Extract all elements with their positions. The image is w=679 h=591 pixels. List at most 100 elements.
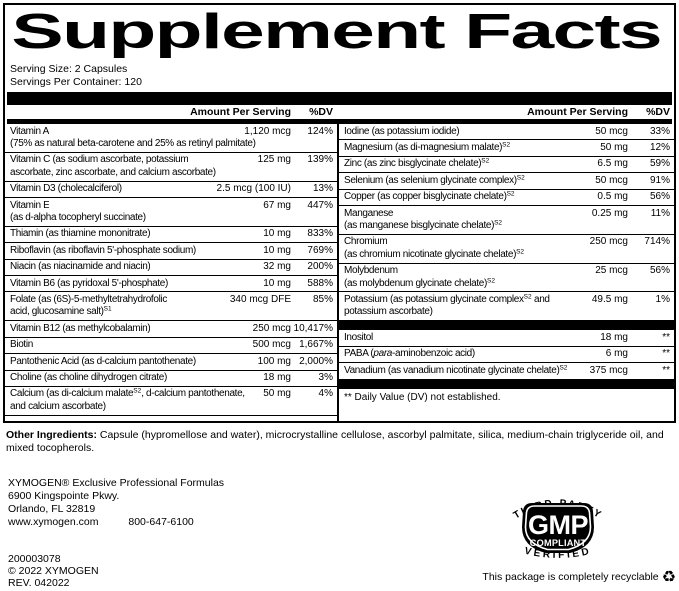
nutrient-amount: 32 mg (263, 261, 291, 273)
serving-info: Serving Size: 2 Capsules Servings Per Co… (5, 58, 674, 89)
nutrient-dv: 1% (655, 293, 670, 305)
nutrient-amount: 49.5 mg (591, 293, 628, 305)
table-row: Vanadium (as vanadium nicotinate glycina… (339, 363, 674, 380)
nutrient-name-line2: and calcium ascorbate) (10, 400, 106, 412)
nutrient-name: Folate (as (6S)-5-methyltetrahydrofolic (10, 293, 167, 305)
amount-per-serving-header: Amount Per Serving (527, 106, 628, 118)
table-header: Amount Per Serving %DV Amount Per Servin… (5, 105, 674, 119)
nutrient-dv: 10,417% (293, 322, 333, 334)
divider-bar-thin (7, 119, 672, 124)
company-name: XYMOGEN® Exclusive Professional Formulas (8, 477, 225, 489)
nutrient-amount: 0.25 mg (591, 207, 628, 219)
nutrient-dv: 33% (649, 125, 670, 137)
nutrient-dv: 833% (307, 228, 333, 240)
nutrient-amount: 500 mcg (252, 339, 291, 351)
nutrient-name: Biotin (10, 339, 33, 351)
nutrient-dv: 13% (312, 183, 333, 195)
table-row: Potassium (as potassium glycinate comple… (339, 292, 674, 322)
nutrient-amount: 10 mg (263, 277, 291, 289)
table-row: Vitamin E 67 mg 447% (as d-alpha tocopheryl… (5, 198, 337, 227)
nutrient-amount: 0.5 mg (597, 191, 628, 203)
nutrient-amount: 10 mg (263, 228, 291, 240)
product-codes-block: 200003078 © 2022 XYMOGEN REV. 042022 (8, 553, 99, 590)
nutrient-amount: 2.5 mcg (100 IU) (216, 183, 291, 195)
nutrient-amount: 18 mg (263, 372, 291, 383)
nutrient-dv: 769% (307, 244, 333, 256)
nutrient-name: Riboflavin (as riboflavin 5'-phosphate s… (10, 244, 196, 256)
nutrient-name: Vitamin C (as sodium ascorbate, potassiu… (10, 154, 189, 166)
other-ingredients: Other Ingredients: Capsule (hypromellose… (6, 429, 673, 455)
nutrient-amount: 67 mg (263, 199, 291, 211)
nutrient-name-line2: (as chromium nicotinate glycinate chelat… (344, 248, 525, 260)
nutrient-dv: ** (662, 331, 670, 343)
nutrient-name: Zinc (as zinc bisglycinate chelate)S2 (344, 158, 490, 170)
nutrient-amount: 50 mcg (595, 174, 628, 186)
company-city: Orlando, FL 32819 (8, 502, 96, 515)
gmp-seal-graphic: THIRD-PARTY GMP COMPLIANT VERIFIED (512, 498, 603, 561)
column-divider (337, 124, 339, 421)
table-row: Manganese 0.25 mg 11% (as manganese bisglyc… (339, 206, 674, 235)
seal-arc-bottom-text: VERIFIED (523, 546, 590, 561)
table-row: Niacin (as niacinamide and niacin) 32 mg 2… (5, 260, 337, 277)
nutrient-amount: 125 mg (257, 154, 291, 166)
gmp-compliant-seal: THIRD-PARTY GMP COMPLIANT VERIFIED (494, 485, 622, 569)
nutrient-amount: 50 mg (263, 388, 291, 400)
nutrient-dv: 2,000% (299, 355, 333, 367)
nutrient-name: Selenium (as selenium glycinate complex)… (344, 174, 525, 186)
company-phone: 800-647-6100 (128, 515, 194, 528)
nutrient-name: Potassium (as potassium glycinate comple… (344, 293, 550, 305)
table-row: Vitamin A 1,120 mcg 124% (75% as natural be… (5, 124, 337, 153)
nutrient-name: Vitamin D3 (cholecalciferol) (10, 183, 122, 195)
nutrient-name: Niacin (as niacinamide and niacin) (10, 261, 151, 273)
nutrient-dv: 139% (307, 154, 333, 166)
nutrient-name: Inositol (344, 331, 373, 343)
nutrient-name-line2: potassium ascorbate) (344, 306, 433, 318)
dv-header: %DV (309, 106, 333, 118)
table-row: Selenium (as selenium glycinate complex)… (339, 173, 674, 190)
item-number: 200003078 (8, 553, 61, 565)
nutrient-amount: 340 mcg DFE (229, 293, 291, 305)
nutrient-name: Molybdenum (344, 265, 398, 277)
other-ingredients-label: Other Ingredients: (6, 429, 98, 441)
nutrient-amount: 18 mg (600, 331, 628, 343)
nutrient-name: Vitamin B6 (as pyridoxal 5'-phosphate) (10, 277, 168, 289)
nutrient-dv: 1,667% (299, 339, 333, 351)
svg-text:VERIFIED: VERIFIED (523, 546, 592, 561)
nutrient-name: Manganese (344, 207, 394, 219)
table-header-right: Amount Per Serving %DV (337, 106, 674, 119)
nutrient-dv: 85% (312, 293, 333, 305)
nutrient-name-line2: (as manganese bisglycinate chelate)S2 (344, 219, 503, 231)
table-row: Thiamin (as thiamine mononitrate) 10 mg 83… (5, 227, 337, 244)
company-street: 6900 Kingspointe Pkwy. (8, 489, 120, 502)
recyclable-note: This package is completely recyclable ♻ (482, 569, 676, 585)
amount-per-serving-header: Amount Per Serving (190, 106, 291, 118)
nutrient-dv: 3% (318, 372, 333, 383)
table-row: Riboflavin (as riboflavin 5'-phosphate s… (5, 243, 337, 260)
nutrient-amount: 25 mcg (595, 265, 628, 277)
supplement-facts-panel: Supplement Facts Serving Size: 2 Capsule… (3, 3, 676, 423)
table-row: Pantothenic Acid (as d-calcium pantothen… (5, 354, 337, 371)
nutrient-dv: 12% (649, 141, 670, 153)
divider-bar-thick (7, 92, 672, 105)
nutrient-amount: 250 mcg (589, 236, 628, 248)
table-row: Iodine (as potassium iodide) 50 mcg 33% (339, 124, 674, 141)
nutrient-name: Pantothenic Acid (as d-calcium pantothen… (10, 355, 196, 367)
nutrient-dv: 11% (650, 207, 670, 219)
nutrient-dv: 56% (649, 265, 670, 277)
nutrient-name: PABA (para-aminobenzoic acid) (344, 348, 475, 360)
table-row: Folate (as (6S)-5-methyltetrahydrofolic 3… (5, 292, 337, 322)
recyclable-text: This package is completely recyclable (482, 570, 659, 583)
seal-shield-shape (522, 503, 594, 553)
nutrient-name-line2: (75% as natural beta-carotene and 25% as… (10, 137, 256, 149)
nutrient-dv: 56% (649, 191, 670, 203)
table-row: Vitamin B6 (as pyridoxal 5'-phosphate) 10… (5, 276, 337, 293)
serving-size: Serving Size: 2 Capsules (10, 63, 128, 75)
table-row: Chromium 250 mcg 714% (as chromium nicotina… (339, 235, 674, 264)
table-row: Copper (as copper bisglycinate chelate)S… (339, 190, 674, 207)
table-row: Inositol 18 mg ** (339, 330, 674, 347)
nutrient-name: Vitamin A (10, 125, 49, 137)
table-divider-bar (339, 321, 674, 331)
table-row: PABA (para-aminobenzoic acid) 6 mg ** (339, 347, 674, 364)
table-row: Choline (as choline dihydrogen citrate) 1… (5, 371, 337, 387)
nutrient-name-line2: ascorbate, zinc ascorbate, and calcium a… (10, 166, 216, 178)
